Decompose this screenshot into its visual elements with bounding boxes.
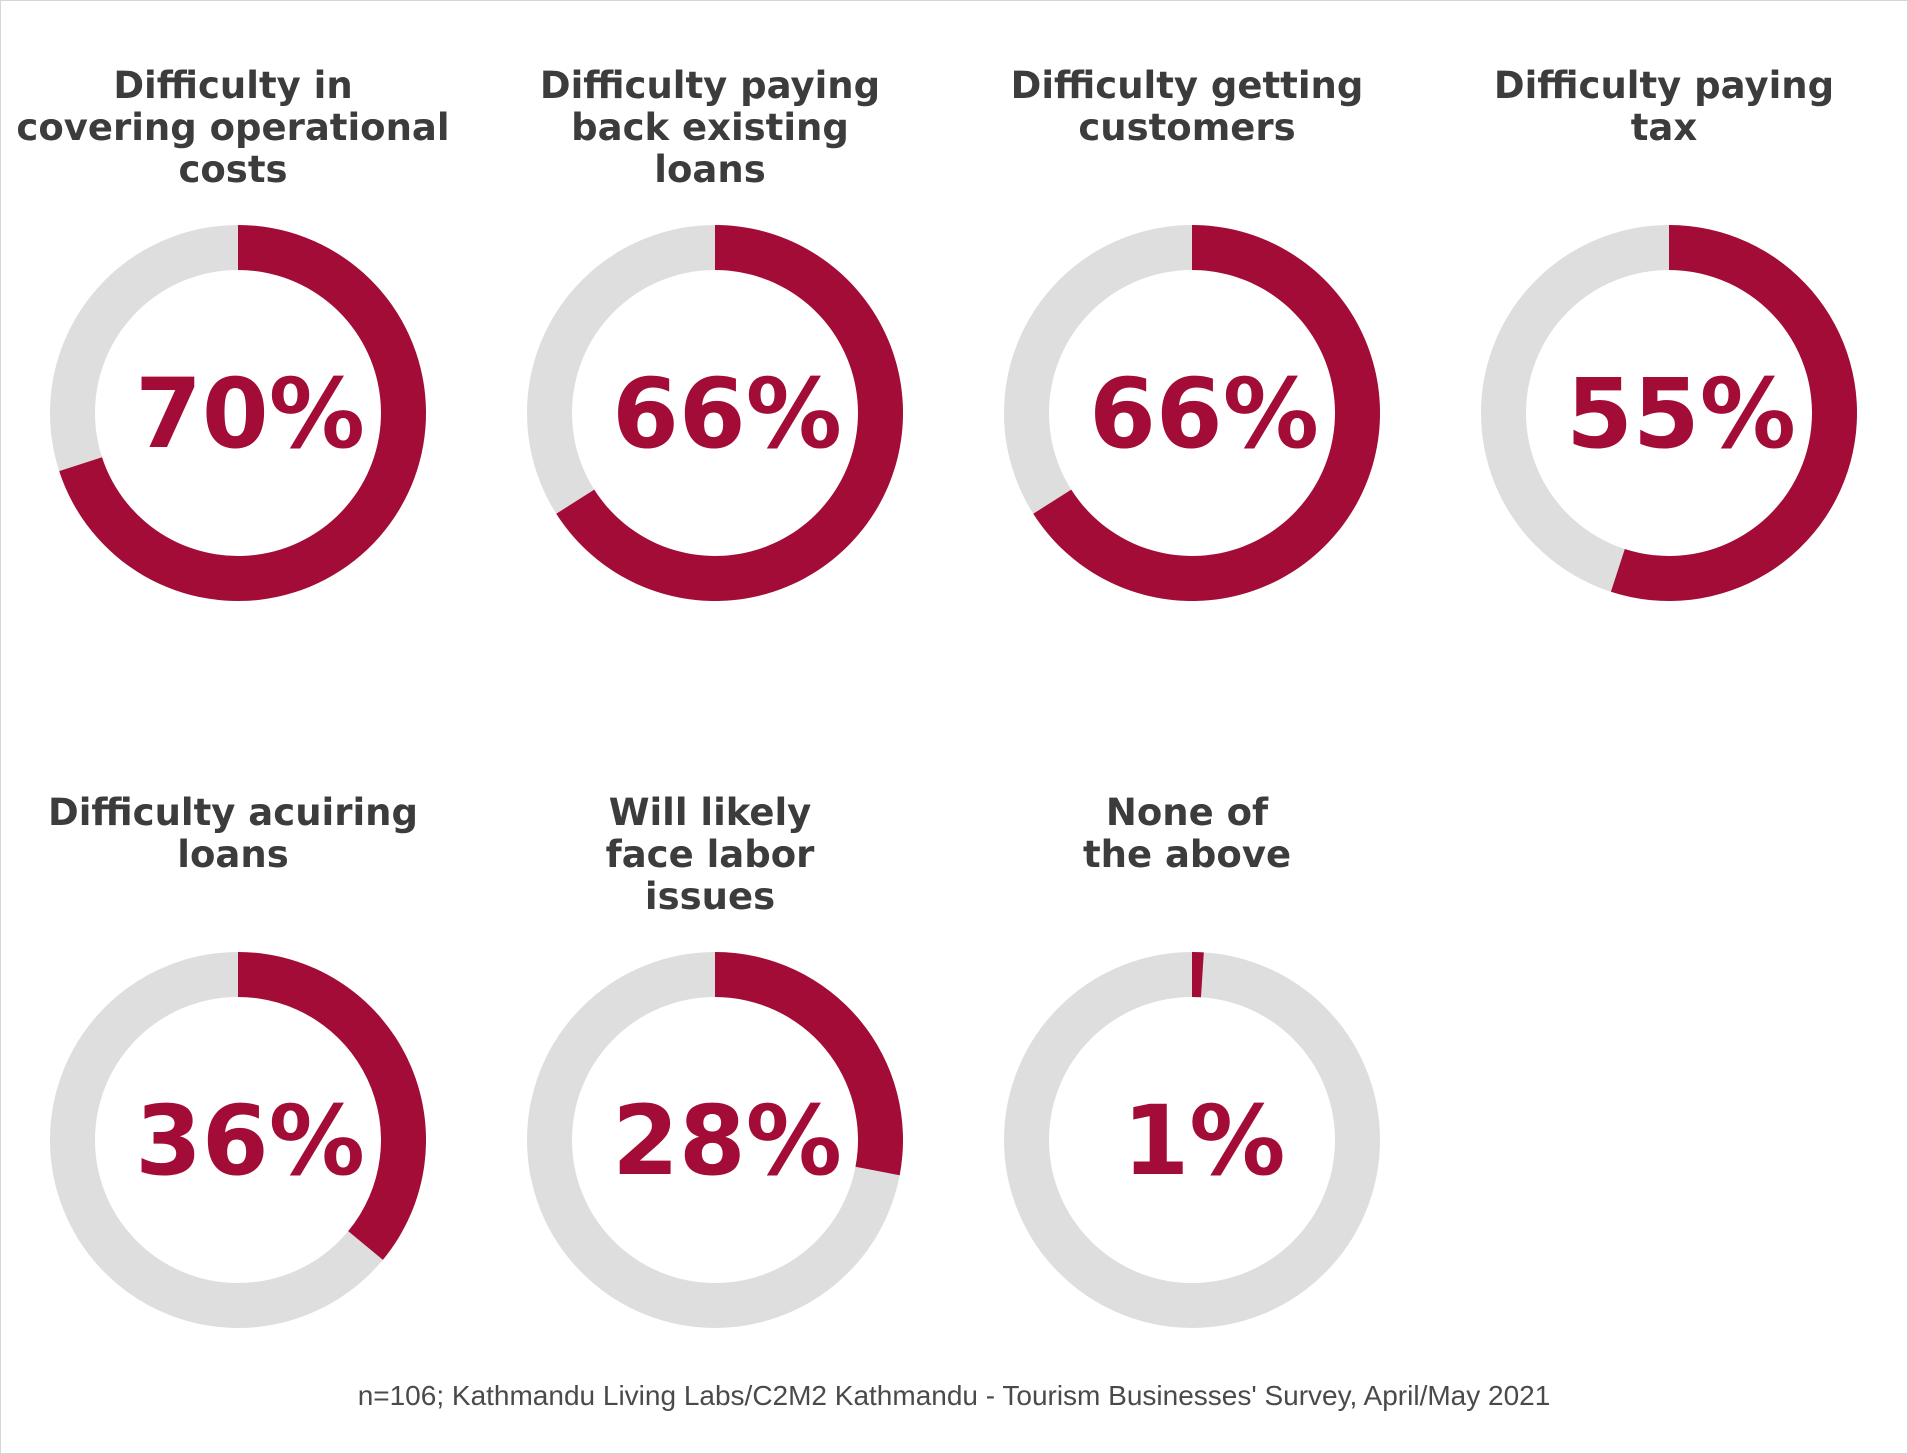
donut-label: Difficulty getting customers [1011,64,1364,149]
donut-label-line: face labor [606,833,816,876]
donut-label-line: loans [654,148,765,191]
donut-label-line: the above [1083,833,1291,876]
donut-item-3: Difficulty getting customers 66% [1004,64,1380,602]
donut-item-7: None of the above 1% [1004,791,1380,1328]
donut-value-label: 55% [1566,358,1796,470]
donut-label: Difficulty paying back existing loans [540,64,880,191]
donut-label-line: costs [178,148,287,191]
donut-label: Difficulty paying tax [1494,64,1834,149]
donut-value-arc [1192,952,1204,998]
donut-label: Will likely face labor issues [606,791,816,918]
source-note: n=106; Kathmandu Living Labs/C2M2 Kathma… [357,1380,1551,1411]
donut-label-line: loans [177,833,288,876]
donut-value-arc [238,952,426,1260]
donut-item-1: Difficulty in covering operational costs 70… [16,64,450,601]
donut-value-label: 28% [612,1085,842,1197]
donut-label-line: Difficulty in [113,64,352,107]
donut-label-line: None of [1106,791,1269,834]
donut-label-line: Difficulty acuiring [48,791,418,834]
donut-label-line: Difficulty paying [540,64,880,107]
donut-value-arc [715,952,903,1176]
donut-value-arc [1610,225,1857,601]
donut-item-2: Difficulty paying back existing loans 66% [527,64,904,601]
donut-value-label: 70% [135,358,365,470]
donut-label-line: Difficulty getting [1011,64,1364,107]
donut-label: None of the above [1083,791,1291,876]
donut-label-line: back existing [571,106,849,149]
donut-value-label: 1% [1123,1085,1286,1197]
donut-label-line: Difficulty paying [1494,64,1834,107]
donut-label-line: issues [645,875,775,918]
donut-label-line: Will likely [609,791,812,834]
donut-value-label: 36% [135,1085,365,1197]
donut-label: Difficulty acuiring loans [48,791,418,876]
donut-item-4: Difficulty paying tax 55% [1481,64,1857,601]
donut-label: Difficulty in covering operational costs [16,64,449,191]
donut-value-label: 66% [1089,358,1319,470]
donut-label-line: covering operational [16,106,449,149]
donut-item-6: Will likely face labor issues 28% [527,791,903,1328]
donut-item-5: Difficulty acuiring loans 36% [48,791,426,1328]
donut-value-label: 66% [612,358,842,470]
donut-label-line: customers [1078,106,1295,149]
donut-label-line: tax [1631,106,1698,149]
